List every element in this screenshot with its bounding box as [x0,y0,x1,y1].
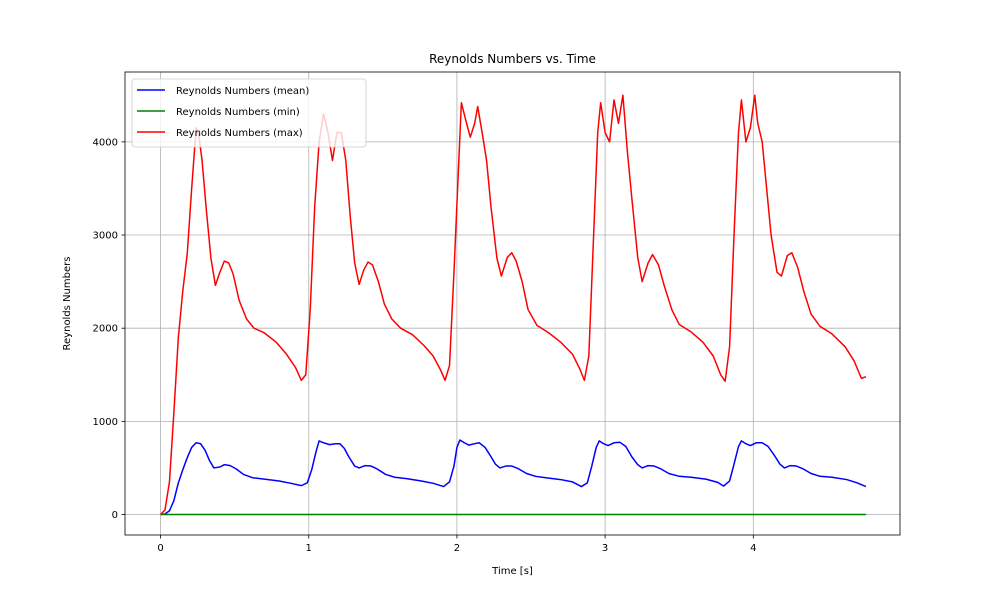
y-tick-label: 0 [112,510,118,521]
series-line-mean [160,439,867,516]
y-tick-label: 3000 [93,231,118,242]
series-line-max [160,94,867,516]
y-tick-label: 4000 [93,137,118,148]
plot-frame [124,71,901,536]
legend: Reynolds Numbers (mean) Reynolds Numbers… [131,78,367,148]
x-tick-label: 3 [602,543,608,554]
y-axis-label: Reynolds Numbers [62,257,73,351]
y-tick-label: 1000 [93,417,118,428]
legend-label-max: Reynolds Numbers (max) [176,128,303,139]
x-tick-label: 2 [454,543,460,554]
x-axis-label: Time [s] [491,566,533,577]
plot-lines [160,94,867,516]
x-tick-label: 1 [306,543,312,554]
y-tick-label: 2000 [93,324,118,335]
legend-box [131,78,367,148]
x-tick-label: 4 [750,543,756,554]
legend-label-min: Reynolds Numbers (min) [176,107,300,118]
legend-label-mean: Reynolds Numbers (mean) [176,86,309,97]
chart-title: Reynolds Numbers vs. Time [429,52,596,66]
x-tick-label: 0 [157,543,163,554]
axis-ticks: 0 1 2 3 4 0 1000 2000 3000 4000 [93,137,757,554]
